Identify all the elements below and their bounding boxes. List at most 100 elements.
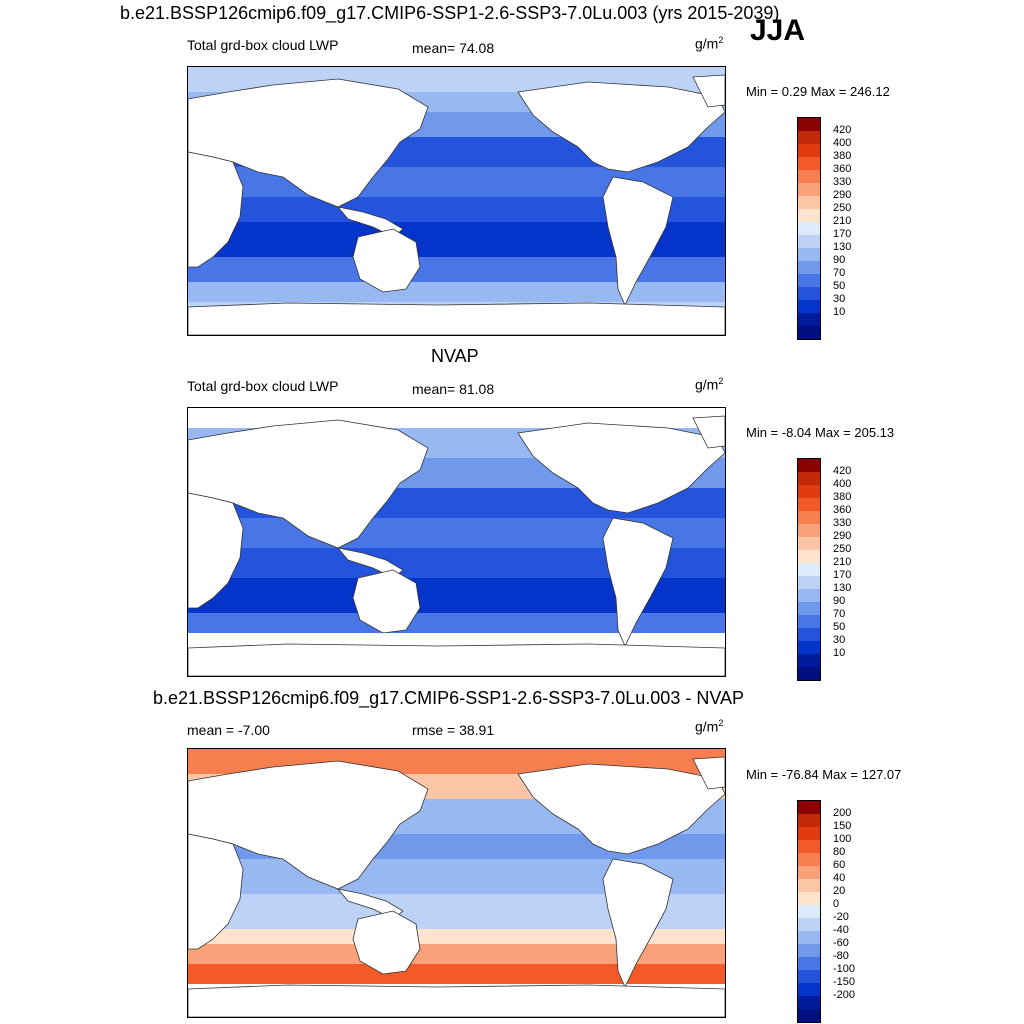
colorbar-label: 330 (833, 176, 852, 188)
colorbar-label: 330 (833, 517, 852, 529)
colorbar-label: -40 (833, 924, 849, 936)
continent-outline (188, 151, 244, 268)
colorbar-swatch (798, 879, 820, 892)
colorbar-swatch (798, 563, 820, 576)
colorbar-box (797, 117, 821, 340)
colorbar-label: 360 (833, 504, 852, 516)
field-band (188, 929, 725, 944)
colorbar-label: 380 (833, 150, 852, 162)
minmax-label: Min = -8.04 Max = 205.13 (746, 425, 895, 440)
colorbar-label: 100 (833, 833, 852, 845)
field-band (188, 944, 725, 964)
colorbar-swatch (798, 274, 820, 287)
colorbar-label: -60 (833, 937, 849, 949)
minmax-label: Min = 0.29 Max = 246.12 (746, 84, 890, 99)
colorbar-label: 80 (833, 846, 846, 858)
continent-outline (692, 74, 725, 108)
colorbar-label: 380 (833, 491, 852, 503)
colorbar-swatch (798, 472, 820, 485)
colorbar-swatch (798, 537, 820, 550)
colorbar-swatch (798, 853, 820, 866)
continent-outline (352, 228, 421, 293)
figure-title: b.e21.BSSP126cmip6.f09_g17.CMIP6-SSP1-2.… (120, 3, 780, 23)
continent-outline (692, 756, 725, 790)
field-band (188, 613, 725, 633)
continent-outline (188, 984, 725, 1017)
colorbar-label: -150 (833, 976, 856, 988)
season-label: JJA (750, 14, 806, 47)
continent-outline (602, 517, 674, 647)
colorbar-label: 10 (833, 306, 846, 318)
continent-outline (352, 910, 421, 975)
colorbar-swatch (798, 131, 820, 144)
mean-label: mean = -7.00 (187, 722, 270, 738)
field-band (188, 408, 725, 428)
colorbar-swatch (798, 801, 820, 814)
colorbar-label: 90 (833, 254, 846, 266)
colorbar-swatch (798, 313, 820, 326)
colorbar-swatch (798, 589, 820, 602)
colorbar-label: 170 (833, 569, 852, 581)
colorbar-swatch (798, 300, 820, 313)
colorbar-label: 290 (833, 189, 852, 201)
colorbar-swatch (798, 654, 820, 667)
colorbar-swatch (798, 222, 820, 235)
colorbar-label: -200 (833, 989, 856, 1001)
colorbar-swatch (798, 957, 820, 970)
rmse-label: rmse = 38.91 (412, 722, 495, 738)
colorbar-label: 150 (833, 820, 852, 832)
colorbar-label: -20 (833, 911, 849, 923)
colorbar-label: 210 (833, 556, 852, 568)
colorbar-swatch (798, 196, 820, 209)
map-obs (187, 407, 726, 677)
colorbar-swatch (798, 602, 820, 615)
continent-outline (602, 176, 674, 306)
colorbar-swatch (798, 118, 820, 131)
colorbar-label: 420 (833, 465, 852, 477)
colorbar-label: 70 (833, 608, 846, 620)
colorbar-swatch (798, 892, 820, 905)
colorbar-label: 0 (833, 898, 840, 910)
colorbar-label: -100 (833, 963, 856, 975)
colorbar-swatch (798, 485, 820, 498)
mean-label: mean= 74.08 (412, 40, 495, 56)
colorbar-label: 290 (833, 530, 852, 542)
colorbar-box (797, 800, 821, 1023)
colorbar-swatch (798, 983, 820, 996)
continent-outline (517, 422, 725, 514)
colorbar-swatch (798, 248, 820, 261)
colorbar-label: 250 (833, 202, 852, 214)
map-model (187, 66, 726, 336)
colorbar-label: 90 (833, 595, 846, 607)
colorbar-label: 170 (833, 228, 852, 240)
colorbar-swatch (798, 235, 820, 248)
colorbar-swatch (798, 576, 820, 589)
mean-label: mean= 81.08 (412, 381, 495, 397)
colorbar-swatch (798, 511, 820, 524)
colorbar-swatch (798, 144, 820, 157)
colorbar-swatch (798, 550, 820, 563)
continent-outline (188, 833, 244, 950)
colorbar-swatch (798, 996, 820, 1009)
colorbar-label: 20 (833, 885, 846, 897)
continent-outline (692, 415, 725, 449)
continent-outline (352, 569, 421, 634)
colorbar-label: 130 (833, 241, 852, 253)
colorbar-swatch (798, 931, 820, 944)
map-canvas (188, 67, 725, 335)
map-canvas (188, 749, 725, 1017)
map-canvas (188, 408, 725, 676)
colorbar-swatch (798, 326, 820, 339)
colorbar-swatch (798, 1009, 820, 1022)
variable-label: Total grd-box cloud LWP (187, 37, 339, 53)
continent-outline (602, 858, 674, 988)
colorbar-label: 210 (833, 215, 852, 227)
colorbar-swatch (798, 157, 820, 170)
colorbar-label: 420 (833, 124, 852, 136)
field-band (188, 282, 725, 302)
colorbar-swatch (798, 183, 820, 196)
continent-outline (517, 763, 725, 855)
panel-title: b.e21.BSSP126cmip6.f09_g17.CMIP6-SSP1-2.… (153, 688, 745, 708)
colorbar-label: 400 (833, 478, 852, 490)
map-diff (187, 748, 726, 1018)
